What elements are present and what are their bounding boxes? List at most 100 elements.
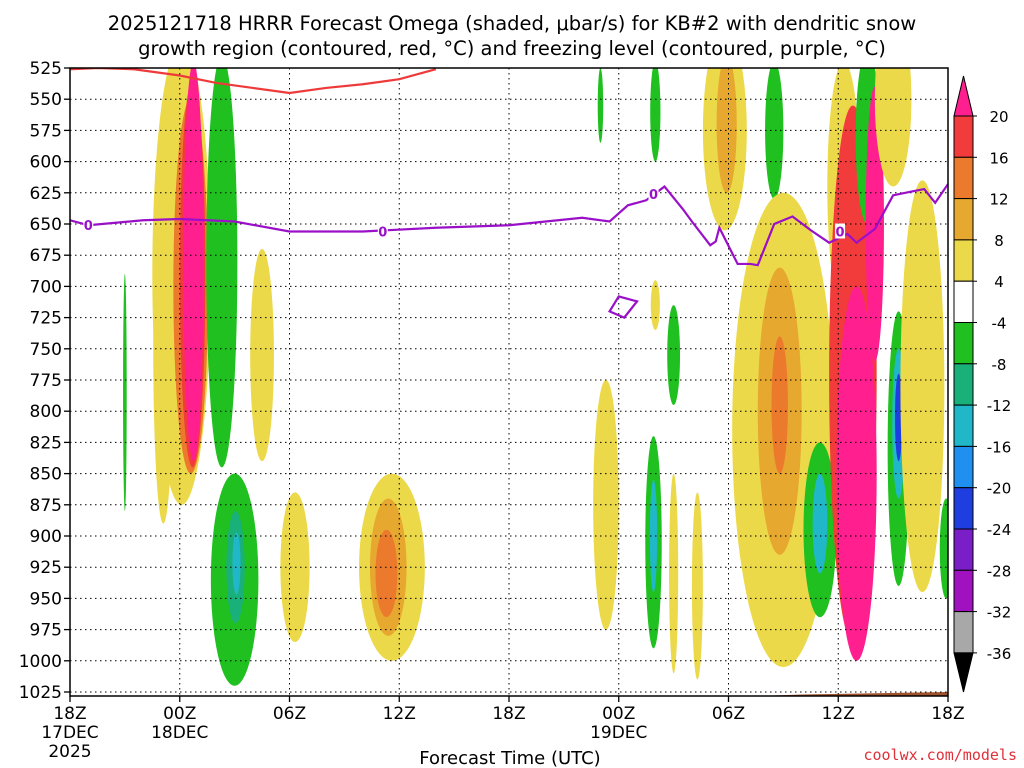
freezing-level-label: 0 — [84, 219, 93, 234]
y-tick-label: 800 — [30, 402, 62, 422]
omega-teal-hour-31 — [649, 479, 658, 593]
y-tick-label: 825 — [30, 433, 62, 453]
y-tick-label: 625 — [30, 184, 62, 204]
colorbar-label: -4 — [992, 315, 1007, 333]
colorbar-label: -8 — [992, 356, 1007, 374]
freezing-level-loop — [608, 295, 639, 319]
omega-yellow-hour-32 — [650, 280, 660, 331]
omega-gold-hour-36 — [716, 68, 737, 193]
x-tick-date: 18DEC — [151, 723, 208, 743]
x-tick-label: 12Z — [383, 704, 416, 724]
omega-blue-hour-45 — [894, 373, 903, 462]
x-tick-year: 2025 — [48, 742, 91, 762]
colorbar-swatch — [953, 528, 974, 571]
x-tick-label: 18Z — [931, 704, 964, 724]
omega-yellow-hour-12 — [280, 492, 310, 643]
omega-magenta-hour-6 — [183, 68, 204, 462]
y-tick-label: 700 — [30, 277, 62, 297]
y-tick-label: 600 — [30, 153, 62, 173]
freezing-level-contour — [70, 183, 948, 267]
y-tick-label: 950 — [30, 589, 62, 609]
colorbar-label: -24 — [987, 521, 1012, 539]
omega-yellow-hour-46 — [900, 180, 945, 593]
y-tick-label: 550 — [30, 90, 62, 110]
credit-text: coolwx.com/models — [863, 746, 1017, 764]
omega-green-hour-32-upper — [650, 68, 661, 162]
x-axis-label: Forecast Time (UTC) — [419, 748, 600, 768]
omega-green-hour-3 — [123, 273, 127, 512]
freezing-label-bg — [377, 223, 388, 239]
contour-layer: 0 0 0 0 — [70, 68, 948, 319]
x-tick-label: 12Z — [822, 704, 855, 724]
colorbar-swatch — [953, 322, 974, 365]
y-tick-label: 850 — [30, 465, 62, 485]
colorbar-swatch — [953, 239, 974, 282]
y-tick-label: 575 — [30, 121, 62, 141]
colorbar-label: -16 — [987, 438, 1012, 456]
omega-yellow-hour-45-upper — [874, 68, 912, 187]
omega-green-hour-29-upper — [597, 68, 604, 143]
dendritic-region-contour — [70, 68, 437, 95]
colorbar-label: 4 — [994, 273, 1004, 291]
omega-shading-layer — [123, 68, 948, 686]
omega-orange-hour-17 — [375, 529, 398, 618]
y-tick-label: 900 — [30, 527, 62, 547]
freezing-level-label: 0 — [836, 225, 845, 240]
y-tick-label: 775 — [30, 371, 62, 391]
x-tick-label: 06Z — [712, 704, 745, 724]
colorbar-label: 8 — [994, 232, 1004, 250]
colorbar-label: -32 — [987, 604, 1012, 622]
colorbar-swatch — [953, 363, 974, 406]
y-tick-label: 1025 — [19, 683, 62, 703]
omega-teal-hour-41 — [812, 473, 828, 574]
grid-layer — [70, 68, 948, 696]
colorbar-label: -36 — [987, 645, 1012, 663]
omega-orange-hour-39 — [771, 336, 788, 474]
omega-yellow-hour-5 — [153, 174, 174, 524]
colorbar-swatch — [953, 569, 974, 613]
colorbar-swatch — [953, 611, 974, 654]
freezing-label-bg — [835, 223, 846, 239]
colorbar-min-arrow — [953, 652, 974, 693]
x-tick-date: 17DEC — [41, 723, 98, 743]
colorbar-swatch — [953, 487, 974, 530]
omega-yellow-hour-10 — [250, 248, 274, 462]
y-tick-label: 875 — [30, 496, 62, 516]
chart-title-line-2: growth region (contoured, red, °C) and f… — [138, 37, 886, 60]
colorbar-swatch — [953, 404, 974, 447]
colorbar-swatch — [953, 280, 974, 324]
freezing-label-bg — [648, 186, 659, 202]
x-tick-date: 19DEC — [590, 723, 647, 743]
colorbar-label: 20 — [989, 108, 1008, 126]
freezing-level-label: 0 — [378, 225, 387, 240]
omega-green-hour-38 — [765, 68, 784, 200]
omega-green-hour-33 — [667, 305, 681, 405]
y-tick-label: 675 — [30, 246, 62, 266]
x-tick-label: 00Z — [163, 704, 196, 724]
colorbar-label: 12 — [989, 191, 1008, 209]
x-tick-label: 00Z — [602, 704, 635, 724]
y-tick-label: 725 — [30, 309, 62, 329]
colorbar-swatch — [953, 115, 974, 158]
y-tick-label: 975 — [30, 621, 62, 641]
freezing-level-label: 0 — [649, 188, 658, 203]
omega-green-hour-8 — [206, 68, 238, 468]
colorbar-swatch — [953, 445, 974, 489]
colorbar-label: -12 — [987, 397, 1012, 415]
y-tick-label: 925 — [30, 558, 62, 578]
y-tick-label: 750 — [30, 340, 62, 360]
colorbar: 20 16 12 8 4 -4 -8 -12 -16 -20 -24 -28 -32 -36 — [953, 75, 1012, 693]
x-tick-label: 18Z — [53, 704, 86, 724]
terrain-layer — [757, 692, 948, 696]
omega-cyan-hour-9 — [232, 532, 241, 595]
x-tick-label: 06Z — [273, 704, 306, 724]
colorbar-label: 16 — [989, 149, 1008, 167]
chart-title-line-1: 2025121718 HRRR Forecast Omega (shaded, … — [108, 12, 917, 35]
x-tick-label: 18Z — [492, 704, 525, 724]
freezing-label-bg — [83, 217, 94, 233]
colorbar-max-arrow — [953, 75, 974, 117]
y-tick-label: 525 — [30, 59, 62, 79]
ground-terrain — [757, 692, 948, 696]
